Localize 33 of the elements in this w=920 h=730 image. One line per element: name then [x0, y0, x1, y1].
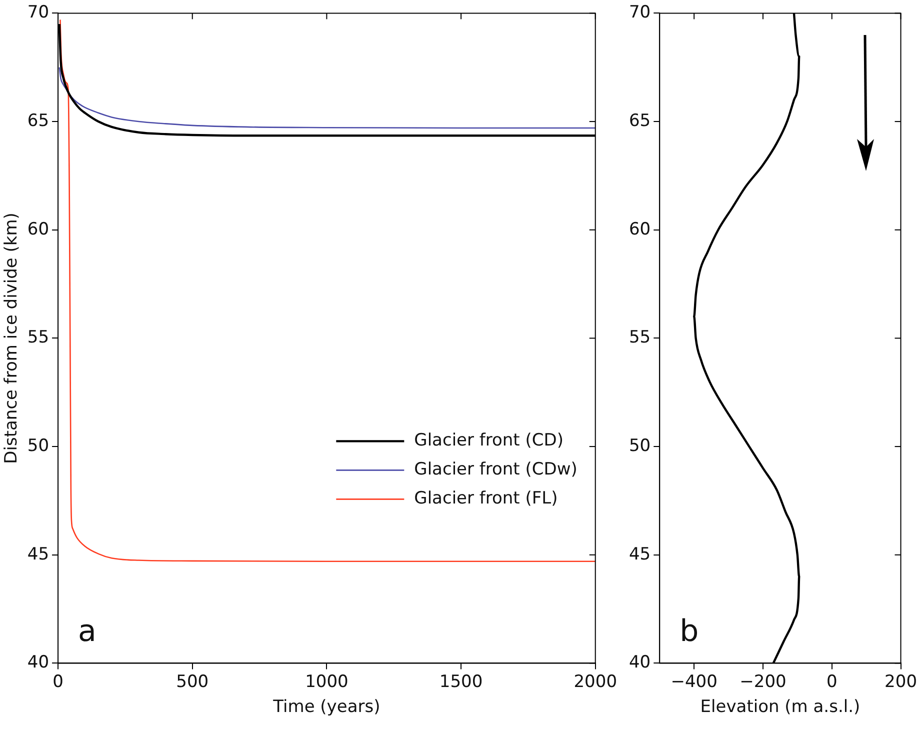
y-tick-label: 45 [27, 544, 50, 564]
y-tick-label: 50 [628, 436, 651, 456]
y-tick-label: 65 [27, 110, 50, 131]
y-tick-label: 45 [628, 544, 651, 564]
line-series [60, 19, 596, 562]
y-tick-label: 40 [27, 652, 50, 673]
y-tick-label: 65 [628, 110, 651, 131]
x-tick-label: 1500 [439, 672, 483, 692]
x-axis-title: Time (years) [272, 697, 380, 718]
annotation: b [680, 614, 699, 650]
y-tick-label: 55 [628, 328, 651, 348]
legend-label: Glacier front (FL) [414, 488, 558, 509]
x-axis-title: Elevation (m a.s.l.) [700, 697, 860, 718]
y-axis-title: Distance from ice divide (km) [2, 212, 22, 464]
y-tick-label: 60 [628, 219, 651, 240]
legend-label: Glacier front (CDw) [414, 460, 578, 480]
x-tick-label: 500 [176, 672, 209, 692]
x-tick-label: −400 [670, 672, 718, 692]
x-tick-label: 2000 [574, 672, 617, 692]
y-tick-label: 60 [27, 219, 50, 240]
annotation: a [78, 614, 96, 650]
legend-label: Glacier front (CD) [414, 430, 564, 451]
x-tick-label: −200 [740, 672, 786, 692]
line-series [58, 66, 596, 129]
x-tick-label: 1000 [305, 672, 348, 692]
y-tick-label: 70 [628, 2, 651, 23]
y-tick-label: 50 [27, 436, 50, 456]
x-tick-label: 200 [884, 672, 918, 692]
y-tick-label: 55 [27, 328, 50, 348]
x-tick-label: 0 [826, 672, 838, 692]
x-tick-label: 0 [52, 672, 64, 692]
y-tick-label: 70 [27, 2, 50, 23]
y-tick-label: 40 [628, 652, 651, 673]
